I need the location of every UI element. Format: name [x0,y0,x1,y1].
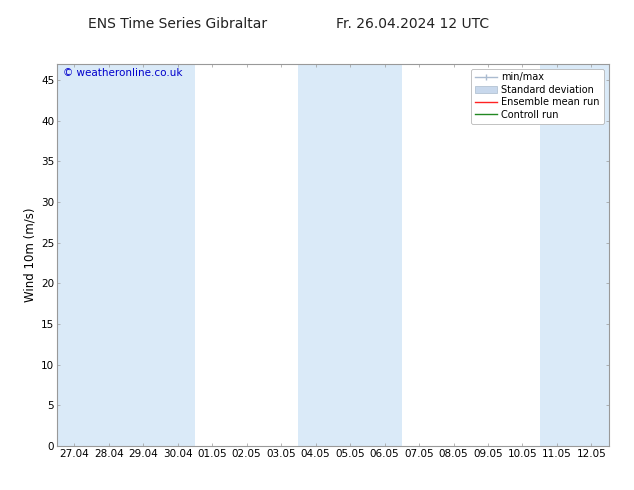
Text: Fr. 26.04.2024 12 UTC: Fr. 26.04.2024 12 UTC [335,17,489,31]
Text: © weatheronline.co.uk: © weatheronline.co.uk [63,68,182,77]
Bar [540,64,626,446]
Bar [57,64,126,446]
Legend: min/max, Standard deviation, Ensemble mean run, Controll run: min/max, Standard deviation, Ensemble me… [471,69,604,123]
Text: ENS Time Series Gibraltar: ENS Time Series Gibraltar [88,17,267,31]
Bar [299,64,402,446]
Bar [126,64,195,446]
Y-axis label: Wind 10m (m/s): Wind 10m (m/s) [24,208,37,302]
